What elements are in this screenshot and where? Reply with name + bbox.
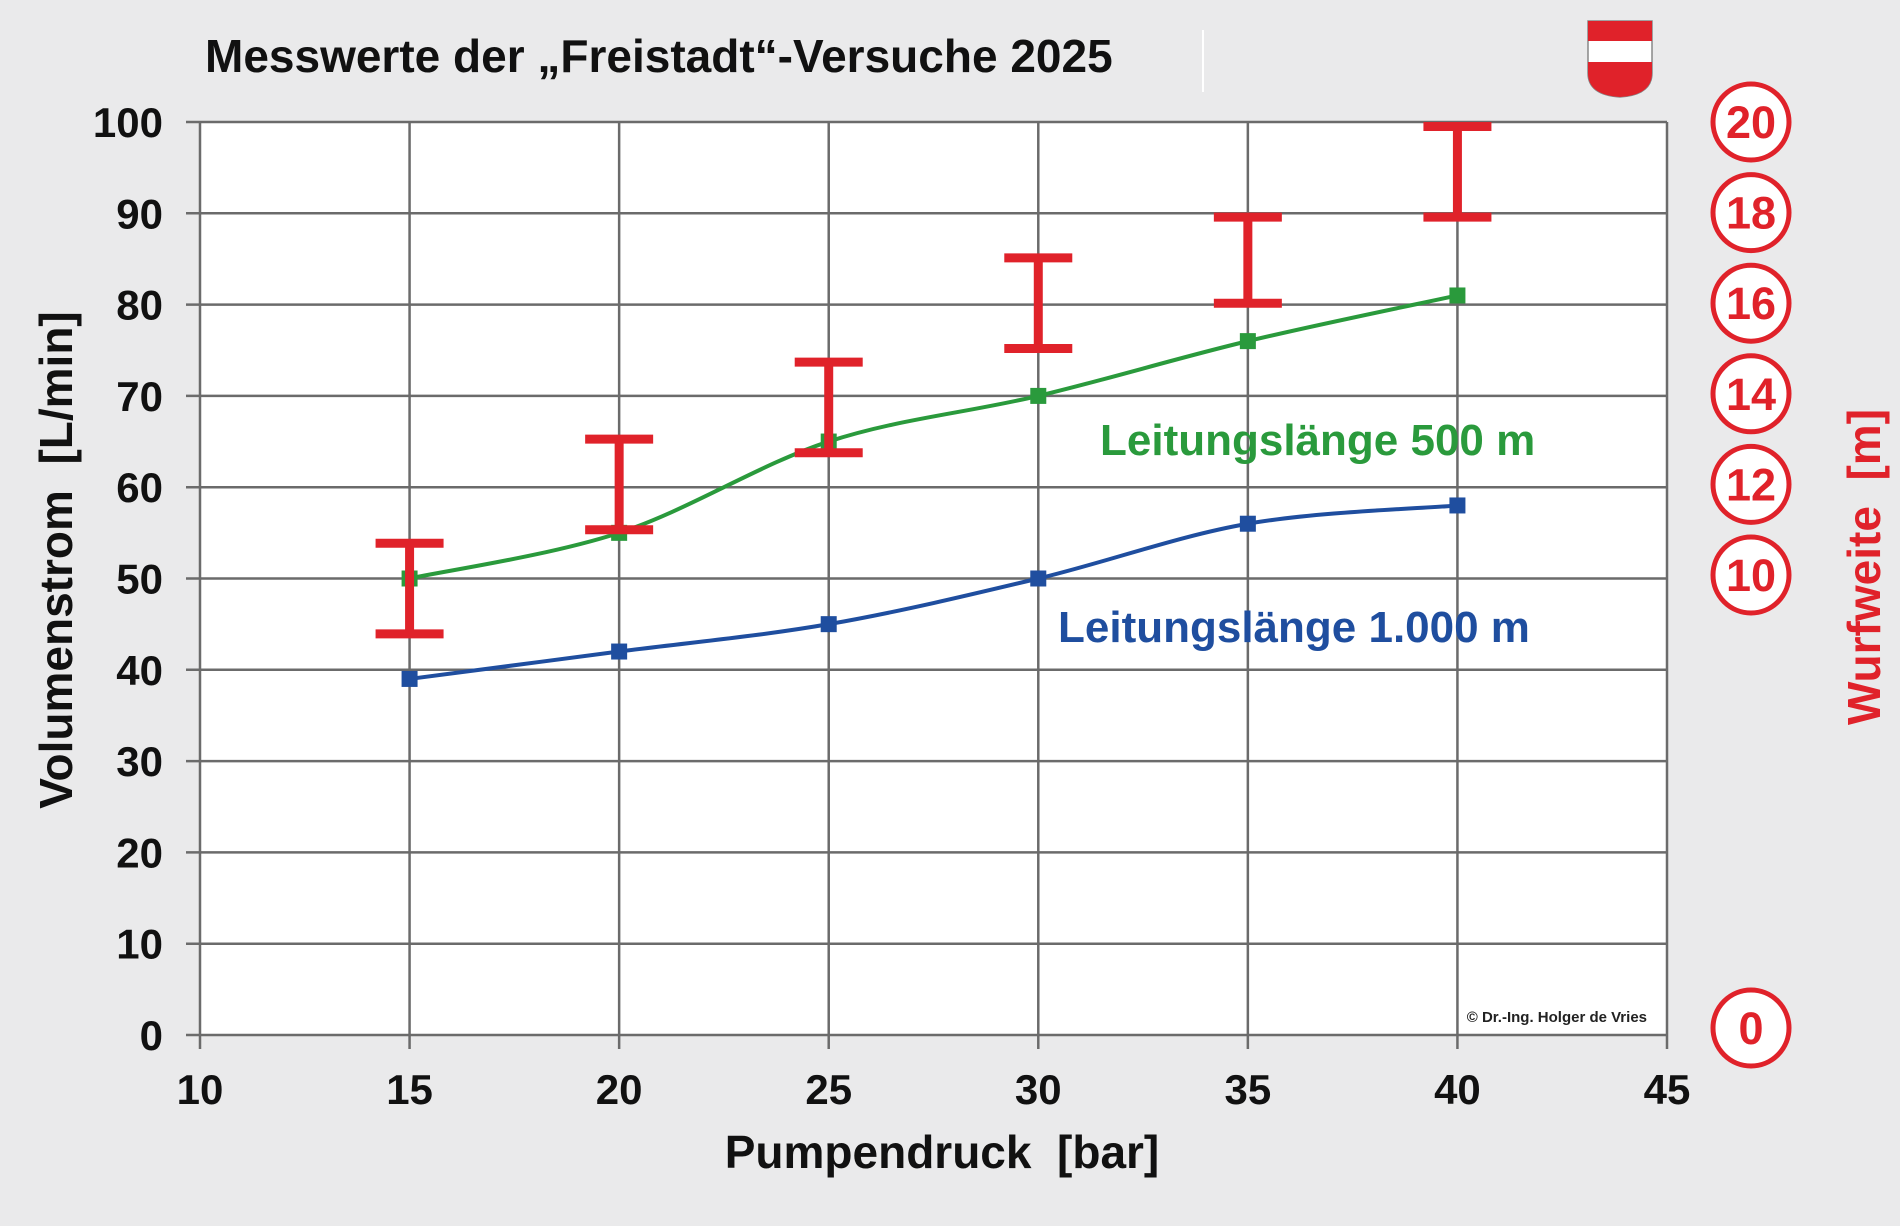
series-point-1 <box>401 670 418 687</box>
chart-title: Messwerte der „Freistadt“-Versuche 2025 <box>205 30 1113 82</box>
wurfweite-range-bar <box>1004 253 1073 353</box>
series-point-1 <box>820 616 837 633</box>
x-tick-label: 30 <box>1015 1066 1062 1113</box>
y-tick-label: 0 <box>140 1012 163 1059</box>
series-point-0 <box>1449 287 1466 304</box>
series-point-0 <box>1030 387 1047 404</box>
wurfweite-ranges <box>375 122 1492 639</box>
series-label-1000: Leitungslänge 1.000 m <box>1058 603 1530 652</box>
y2-tick-label: 0 <box>1738 1003 1763 1054</box>
y2-tick-label: 14 <box>1726 369 1776 420</box>
y2-tick-label: 12 <box>1726 459 1776 510</box>
y-tick-label: 50 <box>116 556 163 603</box>
y2-axis-label: Wurfweite [m] <box>1838 409 1890 725</box>
x-tick-label: 15 <box>386 1066 433 1113</box>
x-tick-label: 10 <box>177 1066 224 1113</box>
wurfweite-scale: 0 10 12 14 16 18 20 <box>1710 81 1792 1069</box>
series-point-1 <box>1239 515 1256 532</box>
series-line-0 <box>409 293 1458 581</box>
y-tick-label: 100 <box>93 99 163 146</box>
x-tick-label: 20 <box>596 1066 643 1113</box>
x-axis-label: Pumpendruck [bar] <box>725 1126 1160 1178</box>
y-tick-label: 10 <box>116 921 163 968</box>
y2-tick-label: 16 <box>1726 278 1776 329</box>
series-point-1 <box>1449 497 1466 514</box>
series-point-1 <box>611 643 628 660</box>
y2-tick-circle: 16 <box>1710 262 1792 344</box>
austria-shield-icon <box>1587 20 1653 98</box>
y-tick-label: 70 <box>116 373 163 420</box>
y-axis-label: Volumenstrom [L/min] <box>30 311 82 809</box>
wurfweite-range-bar <box>794 357 863 458</box>
x-tick-label: 35 <box>1224 1066 1271 1113</box>
y2-tick-circle: 18 <box>1710 172 1792 254</box>
series-line-1 <box>409 503 1458 681</box>
wurfweite-range-bar <box>585 434 654 535</box>
y2-tick-circle: 0 <box>1710 987 1792 1069</box>
x-tick-label: 25 <box>805 1066 852 1113</box>
wurfweite-range-bar <box>1423 122 1492 222</box>
y2-tick-label: 10 <box>1726 550 1776 601</box>
y-tick-label: 80 <box>116 282 163 329</box>
copyright: © Dr.-Ing. Holger de Vries <box>1467 1009 1647 1026</box>
wurfweite-range-bar <box>375 538 444 639</box>
y2-tick-circle: 20 <box>1710 81 1792 163</box>
series-point-0 <box>1239 333 1256 350</box>
y-tick-label: 60 <box>116 464 163 511</box>
y2-tick-circle: 12 <box>1710 443 1792 525</box>
series-label-500: Leitungslänge 500 m <box>1100 416 1535 465</box>
tick-labels: 0 10 20 30 40 50 60 70 80 90 100 10 15 20 25 30 35 40 45 <box>93 99 1690 1113</box>
y-tick-label: 90 <box>116 190 163 237</box>
y2-tick-circle: 14 <box>1710 353 1792 435</box>
y2-tick-circle: 10 <box>1710 534 1792 616</box>
grid <box>186 120 1669 1049</box>
x-tick-label: 40 <box>1434 1066 1481 1113</box>
x-tick-label: 45 <box>1644 1066 1691 1113</box>
y2-tick-label: 18 <box>1726 188 1776 239</box>
y-tick-label: 30 <box>116 738 163 785</box>
y-tick-label: 40 <box>116 647 163 694</box>
series-point-1 <box>1030 570 1047 587</box>
wurfweite-range-bar <box>1213 212 1282 308</box>
y2-tick-label: 20 <box>1726 97 1776 148</box>
y-tick-label: 20 <box>116 829 163 876</box>
